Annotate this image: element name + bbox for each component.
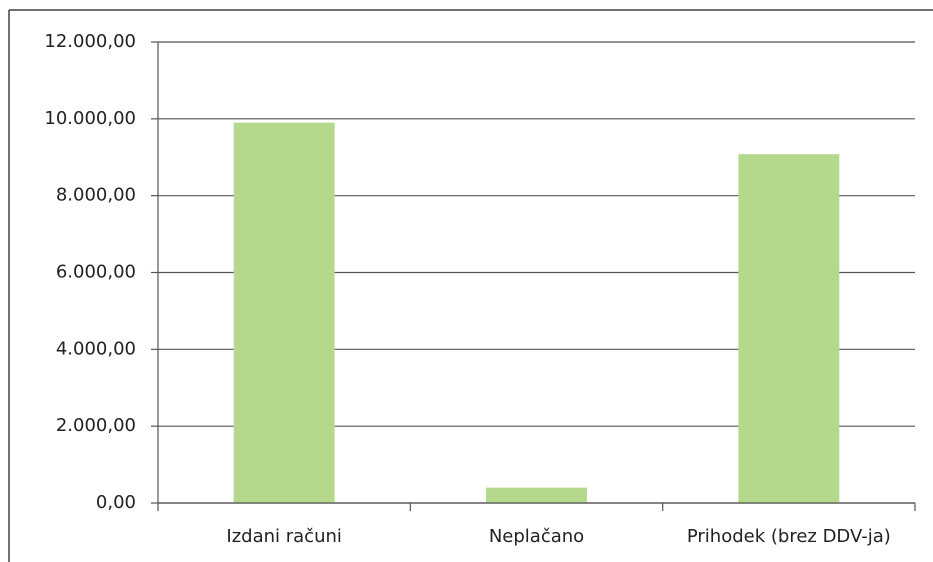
bar (486, 487, 587, 503)
y-tick-label: 4.000,00 (56, 338, 136, 359)
bar (738, 154, 840, 503)
x-tick-label: Prihodek (brez DDV-ja) (687, 526, 891, 547)
y-tick-label: 2.000,00 (56, 415, 136, 436)
y-tick-label: 12.000,00 (44, 31, 136, 52)
y-tick-label: 10.000,00 (44, 108, 136, 129)
bar (233, 122, 335, 504)
x-tick-label: Neplačano (489, 526, 584, 547)
x-tick-label: Izdani računi (226, 526, 342, 547)
y-tick-label: 8.000,00 (56, 185, 136, 206)
y-tick-label: 6.000,00 (56, 262, 136, 283)
y-tick-label: 0,00 (96, 492, 136, 513)
